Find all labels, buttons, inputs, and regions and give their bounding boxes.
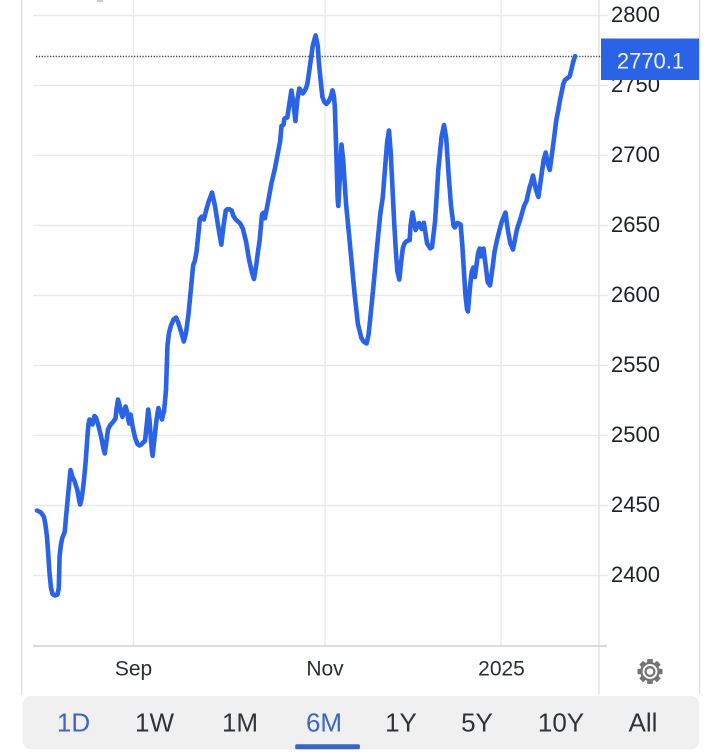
svg-text:6M: 6M (306, 707, 342, 737)
svg-text:2025: 2025 (478, 658, 525, 681)
svg-text:1D: 1D (57, 707, 90, 737)
svg-text:Nov: Nov (306, 658, 344, 681)
svg-text:All: All (629, 707, 658, 737)
svg-text:2650: 2650 (611, 212, 660, 237)
svg-text:10Y: 10Y (538, 707, 584, 737)
svg-text:2700: 2700 (611, 142, 660, 167)
svg-text:1W: 1W (135, 707, 174, 737)
svg-text:2770.1: 2770.1 (617, 49, 684, 74)
svg-text:2450: 2450 (611, 492, 660, 517)
svg-text:2500: 2500 (611, 422, 660, 447)
svg-text:1M: 1M (222, 707, 258, 737)
svg-text:1Y: 1Y (385, 707, 417, 737)
svg-text:2600: 2600 (611, 282, 660, 307)
svg-text:2550: 2550 (611, 352, 660, 377)
svg-text:2800: 2800 (611, 2, 660, 27)
svg-text:5Y: 5Y (461, 707, 493, 737)
svg-text:2400: 2400 (611, 562, 660, 587)
svg-text:Sep: Sep (115, 658, 152, 681)
